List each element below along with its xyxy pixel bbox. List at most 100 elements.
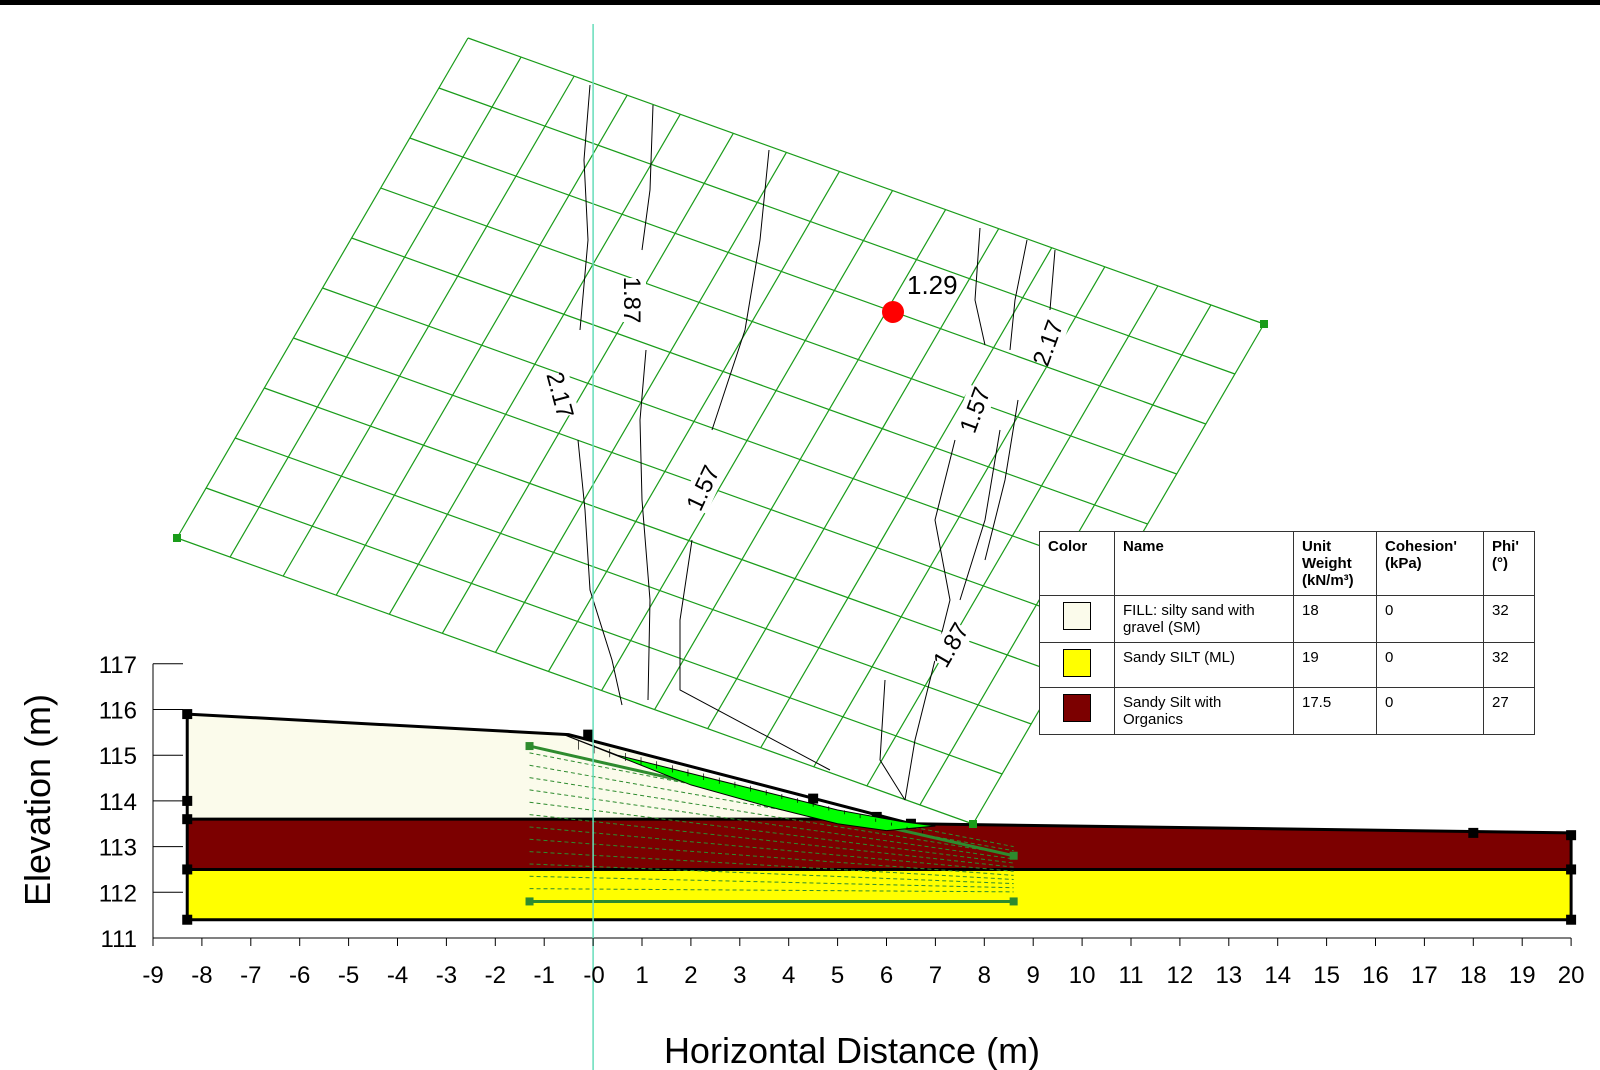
x-tick-label: 18 bbox=[1460, 962, 1487, 989]
x-tick-label: 15 bbox=[1313, 962, 1340, 989]
legend-swatch-cell bbox=[1039, 595, 1115, 643]
anchor-node bbox=[1009, 851, 1018, 860]
critical-centre-point bbox=[882, 301, 904, 323]
fos-contour bbox=[579, 84, 591, 331]
vertex-marker bbox=[1566, 830, 1577, 841]
contour-label-bg bbox=[927, 618, 975, 672]
contour-label-bg bbox=[618, 278, 646, 322]
x-tick-label: 7 bbox=[929, 962, 942, 989]
fos-contour bbox=[711, 149, 770, 431]
fos-contour bbox=[1049, 249, 1056, 311]
legend-swatch-cell bbox=[1039, 687, 1115, 735]
anchor-node bbox=[525, 742, 534, 751]
x-tick-label: 19 bbox=[1509, 962, 1536, 989]
fos-contour bbox=[639, 349, 651, 701]
y-tick-label: 111 bbox=[101, 926, 137, 953]
x-tick-label: -6 bbox=[289, 962, 310, 989]
y-tick-label: 115 bbox=[99, 743, 137, 770]
grid-line bbox=[441, 133, 734, 634]
x-tick-label: -4 bbox=[387, 962, 408, 989]
vertex-marker bbox=[583, 729, 594, 740]
fos-contour bbox=[984, 399, 1019, 561]
x-tick-label: 20 bbox=[1558, 962, 1585, 989]
fos-contour bbox=[1009, 239, 1028, 351]
contour-label: 2.17 bbox=[540, 369, 578, 421]
grid-line bbox=[264, 387, 1061, 675]
top-border bbox=[0, 0, 1600, 5]
legend-cohesion: 0 bbox=[1376, 642, 1484, 688]
grid-line bbox=[866, 285, 1159, 787]
contour-label: 2.17 bbox=[1028, 317, 1069, 370]
grid-line bbox=[380, 187, 1177, 475]
grid-line bbox=[229, 56, 522, 558]
vertex-marker bbox=[182, 795, 193, 806]
y-tick-label: 114 bbox=[99, 789, 137, 816]
grid-line bbox=[234, 437, 1032, 725]
reinforcement-line bbox=[529, 777, 1014, 856]
grid-line bbox=[176, 37, 469, 539]
grid-line bbox=[322, 287, 1119, 575]
legend-cohesion: 0 bbox=[1376, 595, 1484, 643]
x-tick-label: -1 bbox=[534, 962, 555, 989]
silt-layer bbox=[187, 869, 1572, 920]
y-axis-title: Elevation (m) bbox=[17, 694, 58, 906]
vertex-marker bbox=[182, 814, 193, 825]
x-tick-label: -9 bbox=[142, 962, 163, 989]
x-tick-label: 8 bbox=[978, 962, 991, 989]
contour-label: 1.87 bbox=[618, 277, 645, 324]
soil-layers bbox=[182, 709, 1577, 925]
x-tick-label: -3 bbox=[436, 962, 457, 989]
vertex-marker bbox=[1468, 827, 1479, 838]
legend-phi: 32 bbox=[1483, 595, 1535, 643]
contour-label-bg bbox=[540, 370, 580, 420]
legend-swatch-cell bbox=[1039, 642, 1115, 688]
reinforcement-line bbox=[529, 801, 1014, 864]
x-tick-label: -8 bbox=[191, 962, 212, 989]
ground-surface-line bbox=[187, 712, 1572, 835]
axes: -9 -8 -7 -6 -5 -4 -3 -2 -1 -0 1 2 3 4 5 6 7 8 9 10 11 12 13 14 1… bbox=[17, 24, 1584, 1070]
fill-layer bbox=[187, 714, 867, 820]
contour-label: 1.87 bbox=[928, 618, 975, 672]
grid-line bbox=[707, 228, 1000, 729]
grid-line bbox=[760, 247, 1053, 749]
contour-label-bg bbox=[1027, 317, 1069, 369]
legend-header-color: Color bbox=[1039, 531, 1115, 596]
legend-cohesion: 0 bbox=[1376, 687, 1484, 735]
x-tick-label: 17 bbox=[1411, 962, 1438, 989]
grid-line bbox=[335, 94, 628, 596]
x-tick-label: 13 bbox=[1215, 962, 1242, 989]
fos-contour bbox=[577, 439, 623, 706]
x-tick-label: 3 bbox=[733, 962, 746, 989]
x-tick-label: 10 bbox=[1069, 962, 1096, 989]
legend-phi: 32 bbox=[1483, 642, 1535, 688]
grid-line bbox=[409, 137, 1207, 425]
grid-line bbox=[547, 171, 840, 672]
legend-row: Sandy Silt with Organics 17.5 0 27 bbox=[1039, 687, 1535, 735]
legend-phi: 27 bbox=[1483, 687, 1535, 735]
reinforcement-line bbox=[529, 863, 1014, 885]
x-axis-title: Horizontal Distance (m) bbox=[664, 1030, 1040, 1070]
vertex-marker bbox=[1566, 914, 1577, 925]
x-tick-label: 12 bbox=[1167, 962, 1194, 989]
fos-contour bbox=[879, 679, 906, 801]
x-tick-label: 2 bbox=[684, 962, 697, 989]
vertex-marker bbox=[182, 709, 193, 720]
material-legend: Color Name Unit Weight (kN/m³) Cohesion'… bbox=[1039, 531, 1535, 735]
grid-line bbox=[388, 113, 681, 615]
reinforcement-line bbox=[529, 875, 1014, 889]
reinforcement-line bbox=[529, 851, 1014, 881]
x-tick-label: 5 bbox=[831, 962, 844, 989]
grid-line bbox=[438, 87, 1236, 375]
x-tick-label: 1 bbox=[635, 962, 648, 989]
legend-header-phi: Phi' (°) bbox=[1483, 531, 1535, 596]
grid-line bbox=[601, 190, 894, 691]
grid-line bbox=[494, 152, 787, 653]
x-tick-label: -7 bbox=[240, 962, 261, 989]
labels: 1.872.171.571.572.171.871.29 bbox=[540, 270, 1069, 672]
vertex-marker bbox=[1566, 864, 1577, 875]
contour-label: 1.57 bbox=[955, 384, 996, 437]
legend-name: Sandy SILT (ML) bbox=[1114, 642, 1294, 688]
legend-row: FILL: silty sand with gravel (SM) 18 0 32 bbox=[1039, 595, 1535, 643]
legend-name: FILL: silty sand with gravel (SM) bbox=[1114, 595, 1294, 643]
